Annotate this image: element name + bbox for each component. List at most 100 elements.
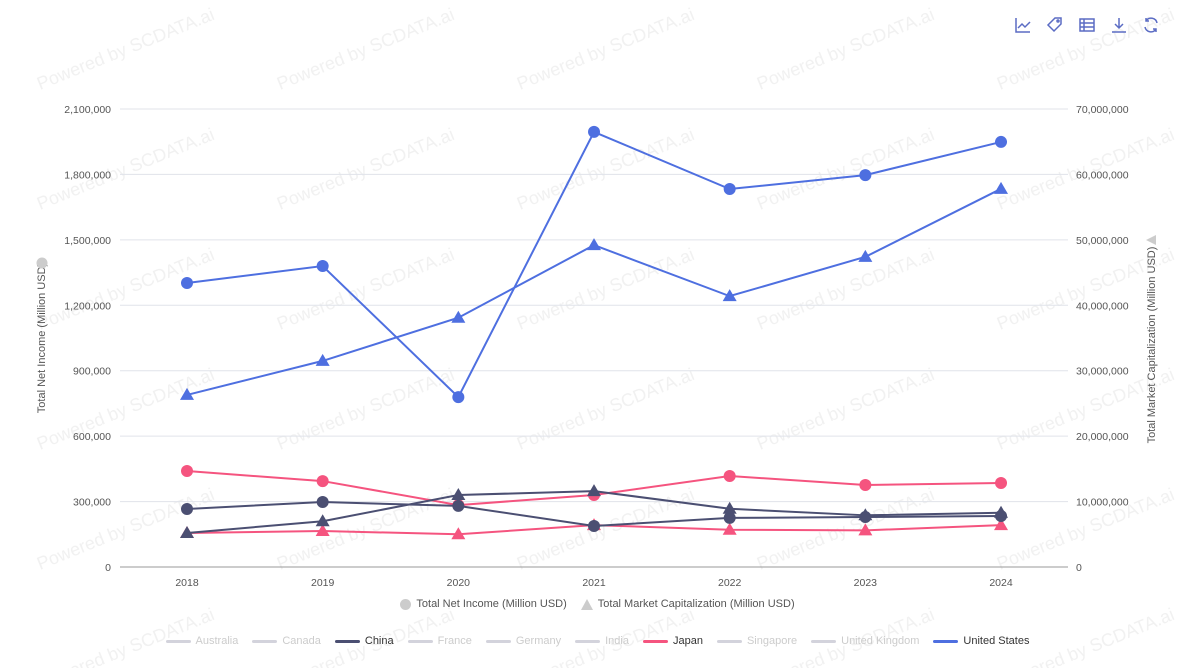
japan-net-income-point [859,478,872,491]
y-right-tick-label: 50,000,000 [1076,235,1129,247]
y-left-tick-label: 0 [105,562,111,574]
legend-label: China [364,635,394,647]
watermark: Powered by SCDATA.ai [514,4,697,93]
legend-swatch [811,639,837,643]
legend-item-united-kingdom[interactable]: United Kingdom [811,635,919,647]
china-net-income-point [723,511,736,524]
circle-icon [36,257,48,269]
legend-swatch [407,639,433,643]
watermark: Powered by SCDATA.ai [754,244,937,333]
watermark: Powered by SCDATA.ai [34,4,217,93]
y-left-tick-label: 300,000 [73,497,111,509]
y-left-axis-title: Total Net Income (Million USD) [36,263,48,413]
watermark: Powered by SCDATA.ai [274,124,457,213]
legend-item-france[interactable]: France [407,635,472,647]
triangle-icon [1146,235,1156,245]
y-right-tick-label: 30,000,000 [1076,366,1129,378]
legend-item-australia[interactable]: Australia [165,635,239,647]
watermark: Powered by SCDATA.ai [754,364,937,453]
y-right-tick-label: 20,000,000 [1076,431,1129,443]
legend-item-india[interactable]: India [575,635,629,647]
y-left-tick-label: 2,100,000 [64,104,111,116]
y-left-tick-label: 1,500,000 [64,235,111,247]
watermark: Powered by SCDATA.ai [34,244,217,333]
x-tick-label: 2023 [854,577,878,589]
table-icon[interactable] [1076,14,1098,36]
legend-label: Australia [195,635,239,647]
legend-label: Singapore [746,635,798,647]
united-states-market-cap-point [587,238,602,251]
china-market-cap-point [180,525,194,538]
legend-swatch [165,639,191,643]
legend-item-singapore[interactable]: Singapore [716,635,798,647]
legend-label: France [437,635,472,647]
united-states-market-cap-point [994,181,1009,194]
legend-label: India [605,635,629,647]
y-left-tick-label: 900,000 [73,366,111,378]
japan-market-cap-point [858,523,873,536]
watermark: Powered by SCDATA.ai [514,364,697,453]
toolbar [1012,14,1162,36]
china-net-income-point [181,502,193,515]
united-states-market-cap-point [858,249,873,262]
tag-icon[interactable] [1044,14,1066,36]
watermark: Powered by SCDATA.ai [34,124,217,213]
united-states-net-income-point [995,135,1008,148]
legend-item-germany[interactable]: Germany [485,635,561,647]
china-net-income-point [316,496,329,509]
watermark: Powered by SCDATA.ai [754,4,937,93]
united-states-market-cap-point [180,387,194,400]
legend-item-china[interactable]: China [334,635,394,647]
united-states-net-income-point [588,125,601,138]
united-states-market-cap-point [315,353,330,366]
legend-item-united-states[interactable]: United States [933,635,1029,647]
watermark: Powered by SCDATA.ai [274,4,457,93]
watermark: Powered by SCDATA.ai [34,484,217,573]
legend-market-cap[interactable]: Total Market Capitalization (Million USD… [580,598,795,610]
legend-item-canada[interactable]: Canada [252,635,321,647]
x-tick-label: 2024 [989,577,1013,589]
line-chart-icon[interactable] [1012,14,1034,36]
united-states-market-cap-point [722,289,737,302]
x-tick-label: 2019 [311,577,335,589]
legend-swatch [252,639,278,643]
watermark: Powered by SCDATA.ai [514,244,697,333]
y-right-tick-label: 70,000,000 [1076,104,1129,116]
legend-label: Japan [672,635,703,647]
legend-swatch [485,639,511,643]
legend-swatch [642,639,668,643]
china-market-cap-point [994,505,1009,518]
japan-net-income-point [723,470,736,483]
legend-swatch [716,639,742,643]
legend-label: United States [963,635,1030,647]
legend-item-japan[interactable]: Japan [642,635,703,647]
watermark: Powered by SCDATA.ai [754,124,937,213]
watermark: Powered by SCDATA.ai [274,484,457,573]
legend-swatch [334,639,360,643]
y-left-tick-label: 1,200,000 [64,300,111,312]
japan-market-cap-point [994,518,1009,531]
measure-legend: Total Net Income (Million USD) Total Mar… [0,598,1195,610]
japan-net-income-point [995,477,1008,490]
united-states-market-cap-point [451,310,466,323]
watermark: Powered by SCDATA.ai [274,244,457,333]
legend-label: United Kingdom [841,635,920,647]
circle-icon [400,598,412,610]
japan-market-cap-point [451,527,466,540]
x-tick-label: 2018 [175,577,199,589]
refresh-icon[interactable] [1140,14,1162,36]
united-states-net-income-point [452,391,465,404]
country-legend: Australia Canada China France Germany India Ja… [0,635,1195,647]
china-market-cap-point [315,514,330,527]
china-net-income-point [588,519,601,532]
china-market-cap-point [722,501,737,514]
legend-net-income[interactable]: Total Net Income (Million USD) [400,598,567,610]
y-right-tick-label: 40,000,000 [1076,300,1129,312]
y-right-tick-label: 60,000,000 [1076,169,1129,181]
download-icon[interactable] [1108,14,1130,36]
legend-label: Canada [282,635,321,647]
united-states-net-income-point [181,277,193,290]
legend-swatch [575,639,601,643]
japan-market-cap-point [315,524,330,537]
x-tick-label: 2020 [447,577,471,589]
